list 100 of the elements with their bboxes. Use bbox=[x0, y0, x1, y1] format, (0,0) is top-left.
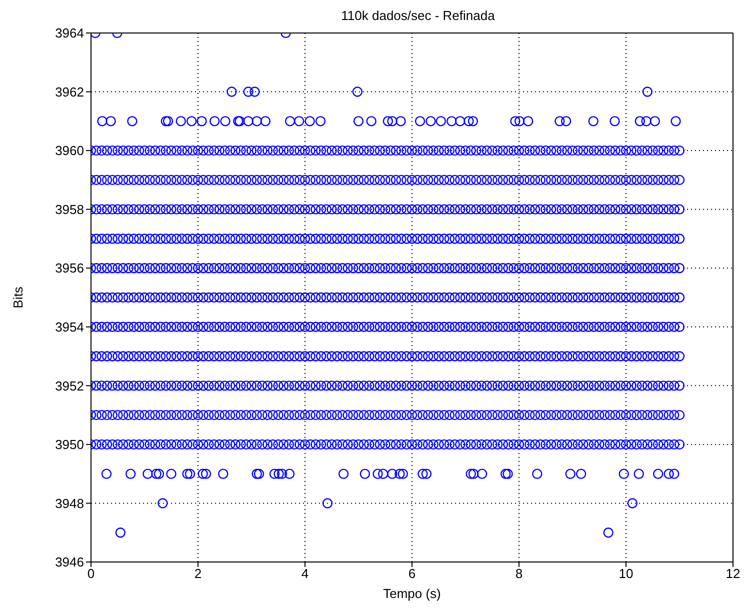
point bbox=[243, 86, 254, 97]
point bbox=[522, 116, 534, 126]
point bbox=[166, 468, 176, 479]
point bbox=[142, 468, 153, 479]
point bbox=[466, 468, 476, 479]
point bbox=[353, 116, 364, 126]
point bbox=[514, 116, 525, 126]
point bbox=[352, 86, 363, 97]
point bbox=[304, 116, 315, 126]
point bbox=[464, 116, 474, 126]
x-tick-label: 6 bbox=[408, 566, 416, 582]
y-tick-label: 3954 bbox=[55, 320, 84, 335]
point bbox=[436, 116, 446, 126]
point bbox=[260, 116, 271, 126]
point bbox=[446, 116, 457, 126]
point bbox=[603, 528, 614, 538]
point bbox=[642, 86, 652, 97]
point bbox=[254, 468, 264, 479]
point bbox=[162, 116, 174, 126]
point bbox=[418, 468, 428, 479]
y-axis-title: Bits bbox=[10, 286, 26, 308]
point bbox=[338, 468, 349, 479]
point bbox=[653, 468, 664, 479]
point bbox=[421, 468, 432, 479]
point bbox=[398, 468, 408, 479]
y-tick-label: 3952 bbox=[55, 378, 84, 394]
point bbox=[176, 116, 186, 126]
point bbox=[387, 116, 398, 126]
point bbox=[125, 468, 136, 479]
point bbox=[269, 468, 280, 479]
point bbox=[160, 116, 171, 126]
point bbox=[97, 116, 108, 126]
point bbox=[378, 468, 388, 479]
y-tick-label: 3962 bbox=[55, 84, 84, 100]
point bbox=[182, 468, 192, 479]
point bbox=[158, 498, 168, 508]
y-tick-label: 3950 bbox=[55, 437, 84, 452]
point bbox=[669, 468, 680, 479]
point bbox=[284, 468, 295, 479]
y-tick-label: 3948 bbox=[55, 496, 84, 511]
point bbox=[196, 116, 207, 126]
point bbox=[476, 468, 488, 479]
point bbox=[670, 116, 681, 126]
point bbox=[250, 86, 260, 97]
point bbox=[532, 468, 542, 479]
point bbox=[510, 116, 520, 126]
point bbox=[634, 468, 644, 479]
point bbox=[101, 468, 112, 479]
point bbox=[184, 468, 196, 479]
point bbox=[274, 468, 284, 479]
point bbox=[220, 116, 230, 126]
point bbox=[387, 468, 398, 479]
point bbox=[455, 116, 466, 126]
point bbox=[650, 116, 660, 126]
point bbox=[243, 116, 254, 126]
x-tick-label: 4 bbox=[301, 566, 309, 582]
point bbox=[372, 468, 383, 479]
point bbox=[294, 116, 304, 126]
x-tick-label: 0 bbox=[87, 566, 95, 582]
point bbox=[554, 116, 565, 126]
point bbox=[565, 468, 576, 479]
x-tick-label: 12 bbox=[726, 566, 740, 582]
point bbox=[610, 116, 620, 126]
point bbox=[468, 468, 479, 479]
x-axis-title: Tempo (s) bbox=[383, 586, 441, 601]
point bbox=[627, 498, 638, 508]
point bbox=[252, 468, 262, 479]
y-tick-label: 3958 bbox=[55, 202, 84, 217]
point bbox=[394, 468, 405, 479]
y-tick-label: 3946 bbox=[55, 554, 84, 570]
point bbox=[322, 498, 333, 508]
point bbox=[315, 116, 326, 126]
point bbox=[209, 116, 220, 126]
x-tick-label: 2 bbox=[194, 566, 202, 582]
point bbox=[106, 116, 116, 126]
point bbox=[284, 116, 296, 126]
point bbox=[154, 468, 164, 479]
y-tick-label: 3956 bbox=[55, 260, 84, 276]
point bbox=[360, 468, 370, 479]
point bbox=[634, 116, 646, 126]
point bbox=[366, 116, 376, 126]
point bbox=[276, 468, 288, 479]
x-tick-label: 8 bbox=[515, 566, 523, 582]
point bbox=[664, 468, 674, 479]
point bbox=[396, 116, 406, 126]
point bbox=[641, 116, 652, 126]
point bbox=[588, 116, 598, 126]
point bbox=[198, 468, 208, 479]
point bbox=[252, 116, 262, 126]
point bbox=[468, 116, 478, 126]
point bbox=[186, 116, 197, 126]
point bbox=[200, 468, 212, 479]
x-tick-label: 10 bbox=[618, 566, 634, 582]
point bbox=[218, 468, 228, 479]
y-tick-label: 3960 bbox=[55, 143, 84, 158]
point bbox=[226, 86, 237, 97]
point bbox=[560, 116, 572, 126]
point bbox=[382, 116, 394, 126]
point bbox=[426, 116, 436, 126]
point bbox=[576, 468, 586, 479]
